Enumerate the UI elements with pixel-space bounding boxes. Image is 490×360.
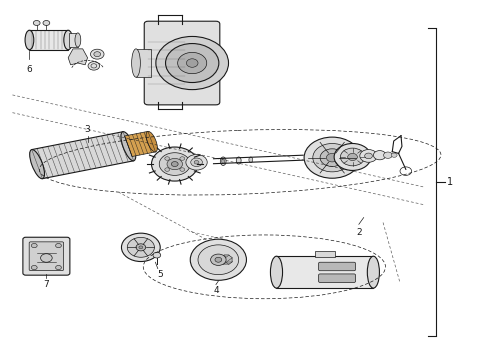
Circle shape xyxy=(334,144,371,170)
Circle shape xyxy=(360,149,377,162)
Circle shape xyxy=(31,243,37,248)
Circle shape xyxy=(33,21,40,26)
Bar xyxy=(223,255,228,264)
Bar xyxy=(124,131,155,157)
Bar xyxy=(220,255,232,264)
Circle shape xyxy=(194,161,199,164)
Circle shape xyxy=(384,152,392,158)
Ellipse shape xyxy=(132,49,140,77)
Circle shape xyxy=(139,246,143,249)
Text: 4: 4 xyxy=(213,286,219,295)
Ellipse shape xyxy=(25,30,34,50)
Circle shape xyxy=(215,257,222,262)
Circle shape xyxy=(392,153,397,157)
Ellipse shape xyxy=(30,149,45,179)
Bar xyxy=(315,251,335,257)
Ellipse shape xyxy=(249,157,253,163)
Circle shape xyxy=(326,153,338,162)
Circle shape xyxy=(167,158,182,170)
Text: 5: 5 xyxy=(157,270,163,279)
Circle shape xyxy=(122,233,160,261)
Text: 2: 2 xyxy=(356,228,362,237)
Circle shape xyxy=(180,157,185,160)
FancyBboxPatch shape xyxy=(29,242,64,271)
FancyBboxPatch shape xyxy=(318,274,355,283)
FancyBboxPatch shape xyxy=(144,21,220,105)
Circle shape xyxy=(127,238,154,257)
Circle shape xyxy=(365,153,372,159)
Circle shape xyxy=(180,168,185,171)
Ellipse shape xyxy=(236,157,241,164)
Circle shape xyxy=(313,144,352,172)
Bar xyxy=(220,258,232,261)
Circle shape xyxy=(165,168,170,171)
Ellipse shape xyxy=(64,30,73,50)
Bar xyxy=(220,255,232,264)
Bar xyxy=(32,132,134,179)
Bar xyxy=(220,255,232,264)
Text: 3: 3 xyxy=(85,125,91,134)
Ellipse shape xyxy=(222,159,224,164)
Circle shape xyxy=(55,265,61,270)
Circle shape xyxy=(159,153,190,175)
Bar xyxy=(220,255,232,264)
Circle shape xyxy=(304,137,360,178)
Polygon shape xyxy=(68,49,88,65)
Ellipse shape xyxy=(146,131,157,152)
Circle shape xyxy=(348,153,357,161)
Bar xyxy=(29,30,68,50)
Circle shape xyxy=(211,254,226,265)
Circle shape xyxy=(191,158,202,167)
Text: 1: 1 xyxy=(447,177,453,187)
Circle shape xyxy=(31,265,37,270)
Circle shape xyxy=(172,162,178,167)
Circle shape xyxy=(186,154,207,170)
Circle shape xyxy=(320,149,344,167)
Bar xyxy=(276,256,373,288)
Circle shape xyxy=(198,245,239,275)
Circle shape xyxy=(88,62,99,70)
Circle shape xyxy=(156,36,228,90)
Circle shape xyxy=(178,53,207,74)
FancyBboxPatch shape xyxy=(318,262,355,271)
Circle shape xyxy=(151,147,198,181)
Ellipse shape xyxy=(220,157,226,166)
Circle shape xyxy=(190,239,246,280)
Circle shape xyxy=(94,52,100,57)
Circle shape xyxy=(136,244,146,251)
Circle shape xyxy=(153,252,161,258)
Text: 7: 7 xyxy=(44,280,49,289)
Circle shape xyxy=(41,254,52,262)
Circle shape xyxy=(166,44,219,82)
FancyBboxPatch shape xyxy=(23,237,70,275)
Ellipse shape xyxy=(121,132,136,161)
Circle shape xyxy=(186,59,198,67)
Ellipse shape xyxy=(270,256,283,288)
Text: 6: 6 xyxy=(26,65,32,74)
Circle shape xyxy=(43,21,50,26)
Circle shape xyxy=(341,148,365,166)
Ellipse shape xyxy=(368,256,379,288)
Bar xyxy=(223,255,228,264)
Circle shape xyxy=(373,150,386,160)
Circle shape xyxy=(91,49,104,59)
Ellipse shape xyxy=(75,33,81,47)
Circle shape xyxy=(165,157,170,160)
Bar xyxy=(69,33,78,47)
Bar xyxy=(220,258,232,261)
Circle shape xyxy=(55,243,61,248)
Bar xyxy=(136,49,150,77)
